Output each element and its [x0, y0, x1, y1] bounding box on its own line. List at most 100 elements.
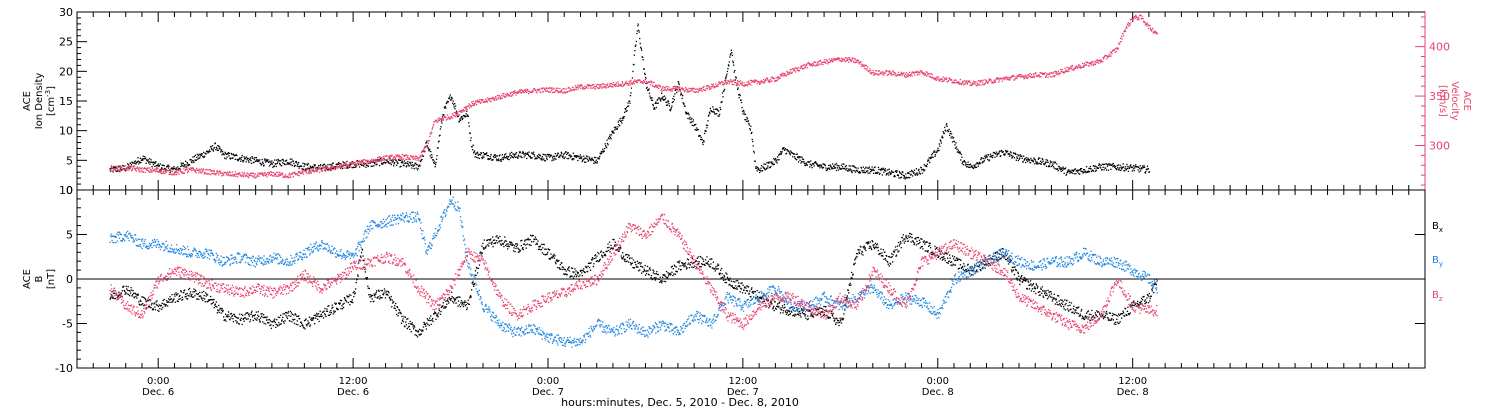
velocity-point: [705, 87, 707, 89]
velocity-point: [233, 175, 235, 177]
field-point: [190, 294, 193, 297]
density-point: [482, 152, 484, 154]
velocity-point: [966, 83, 968, 85]
velocity-point: [860, 65, 863, 67]
density-point: [1051, 161, 1053, 163]
density-point: [852, 165, 854, 167]
density-point: [323, 163, 326, 165]
density-point: [741, 110, 744, 113]
velocity-point: [573, 89, 576, 91]
field-point: [197, 293, 199, 295]
density-point: [606, 139, 608, 141]
velocity-point: [602, 83, 604, 85]
density-point: [644, 72, 646, 75]
velocity-point: [1061, 68, 1063, 71]
velocity-point: [662, 86, 664, 88]
density-point: [553, 155, 556, 158]
velocity-point: [118, 169, 120, 172]
velocity-point: [502, 93, 504, 95]
velocity-point: [330, 168, 332, 170]
field-point: [186, 292, 188, 295]
field-point: [120, 292, 122, 294]
density-point: [768, 167, 770, 169]
field-point: [129, 290, 131, 292]
velocity-point: [526, 89, 528, 91]
density-point: [1128, 167, 1131, 170]
velocity-point: [261, 172, 263, 174]
velocity-point: [568, 90, 571, 92]
velocity-point: [647, 81, 649, 84]
velocity-point: [521, 92, 523, 94]
velocity-point: [995, 79, 997, 81]
velocity-point: [637, 80, 639, 82]
velocity-point: [578, 86, 580, 88]
velocity-point: [160, 172, 162, 175]
density-point: [385, 162, 387, 164]
field-point: [203, 290, 205, 293]
velocity-point: [779, 74, 782, 76]
density-point: [172, 168, 174, 171]
density-point: [950, 137, 952, 139]
density-point: [688, 114, 690, 116]
density-point: [686, 113, 689, 115]
velocity-point: [737, 80, 739, 82]
density-point: [314, 165, 316, 167]
density-point: [362, 164, 364, 166]
density-point: [216, 147, 218, 149]
density-point: [1006, 151, 1008, 153]
velocity-point: [692, 87, 694, 89]
density-point: [546, 157, 548, 159]
density-point: [771, 163, 773, 165]
density-point: [225, 153, 227, 155]
velocity-point: [370, 159, 372, 161]
velocity-point: [665, 90, 668, 92]
density-point: [662, 96, 664, 98]
density-point: [373, 162, 375, 164]
field-point: [232, 320, 235, 323]
density-point: [655, 106, 657, 109]
density-point: [420, 160, 422, 162]
velocity-point: [414, 157, 416, 159]
velocity-point: [666, 86, 668, 88]
density-point: [634, 50, 636, 52]
velocity-point: [683, 90, 686, 93]
density-point: [273, 165, 275, 167]
velocity-point: [965, 81, 967, 83]
density-point: [689, 121, 692, 124]
density-point: [196, 156, 198, 158]
velocity-point: [308, 171, 311, 173]
density-point: [1018, 158, 1020, 160]
velocity-point: [217, 172, 219, 174]
density-point: [938, 143, 940, 145]
velocity-point: [167, 169, 170, 172]
velocity-point: [1030, 73, 1033, 76]
density-point: [666, 104, 669, 106]
density-point: [195, 159, 197, 161]
density-point: [626, 105, 629, 107]
density-point: [397, 162, 399, 164]
density-point: [711, 111, 713, 113]
density-point: [990, 156, 993, 158]
velocity-point: [1090, 61, 1093, 64]
field-point: [140, 304, 142, 306]
velocity-point: [743, 85, 746, 87]
velocity-point: [1081, 66, 1083, 68]
velocity-point: [866, 67, 868, 70]
velocity-point: [642, 82, 644, 85]
field-point: [150, 304, 153, 306]
density-point: [688, 118, 691, 120]
velocity-point: [920, 70, 922, 72]
velocity-point: [985, 82, 987, 84]
velocity-point: [134, 167, 136, 169]
density-point: [695, 123, 697, 126]
field-point: [231, 314, 234, 317]
velocity-point: [645, 78, 647, 80]
velocity-point: [216, 170, 218, 172]
density-point: [1080, 168, 1082, 170]
velocity-point: [541, 88, 543, 90]
velocity-point: [263, 174, 265, 176]
density-point: [766, 162, 768, 164]
field-point: [169, 298, 172, 300]
velocity-point: [687, 91, 690, 93]
velocity-point: [1142, 20, 1145, 23]
